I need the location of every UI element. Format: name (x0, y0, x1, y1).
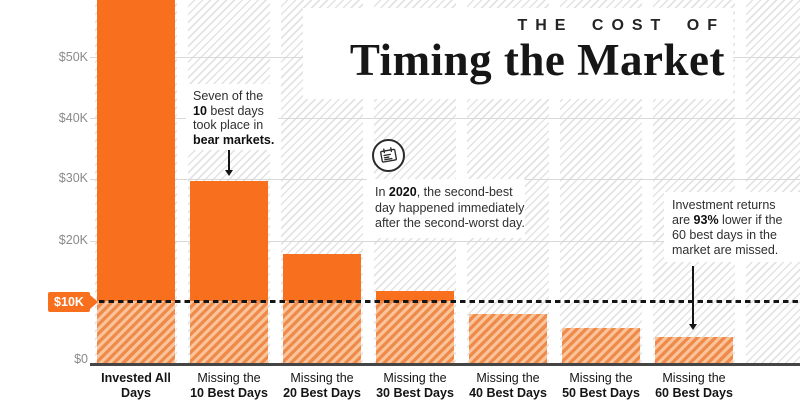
annotation-arrow-bear-markets (225, 150, 233, 176)
background-hatch-column (746, 0, 800, 363)
bar-missing-the-10-best-days-solid (190, 181, 268, 301)
bar-missing-the-30-best-days-solid (376, 291, 454, 301)
x-label-missing-the-40-best-days: Missing the 40 Best Days (469, 371, 547, 400)
annotation-arrow-93-percent (689, 266, 697, 330)
y-tick-0: $0 (74, 352, 88, 366)
x-label-missing-the-30-best-days: Missing the 30 Best Days (376, 371, 454, 400)
newspaper-calendar-icon (372, 139, 405, 172)
bar-missing-the-50-best-days-hatched (562, 328, 640, 363)
x-label-missing-the-20-best-days: Missing the 20 Best Days (283, 371, 361, 400)
y-tick-40k: $40K (58, 111, 88, 125)
x-label-invested-all-days: Invested All Days (101, 371, 171, 400)
ten-k-dashed-line (99, 300, 800, 303)
title-block: THE COST OF Timing the Market (303, 8, 733, 99)
gridline-40k (90, 118, 800, 119)
annotation-93-percent: Investment returns are 93% lower if the 60… (664, 192, 800, 262)
bar-missing-the-60-best-days-hatched (655, 337, 733, 363)
x-label-missing-the-10-best-days: Missing the 10 Best Days (190, 371, 268, 400)
annotation-2020: In 2020, the second-best day happened imm… (367, 179, 525, 238)
annotation-bear-markets: Seven of the 10 best days took place in bea… (186, 84, 278, 150)
bar-invested-all-days-hatched (97, 301, 175, 363)
bar-missing-the-40-best-days-hatched (469, 314, 547, 363)
x-label-missing-the-60-best-days: Missing the 60 Best Days (655, 371, 733, 400)
title-kicker: THE COST OF (517, 17, 725, 34)
bar-missing-the-30-best-days-hatched (376, 301, 454, 363)
y-tick-50k: $50K (58, 50, 88, 64)
bar-missing-the-10-best-days-hatched (190, 301, 268, 363)
y-tick-10k-highlight-tag: $10K (48, 292, 98, 312)
bar-invested-all-days-solid (97, 0, 175, 301)
page-title: Timing the Market (349, 35, 725, 85)
x-label-missing-the-50-best-days: Missing the 50 Best Days (562, 371, 640, 400)
y-tick-30k: $30K (58, 171, 88, 185)
x-axis-baseline (90, 363, 800, 366)
bar-missing-the-20-best-days-solid (283, 254, 361, 301)
bar-missing-the-20-best-days-hatched (283, 301, 361, 363)
y-tick-20k: $20K (58, 233, 88, 247)
gridline-20k (90, 241, 800, 242)
